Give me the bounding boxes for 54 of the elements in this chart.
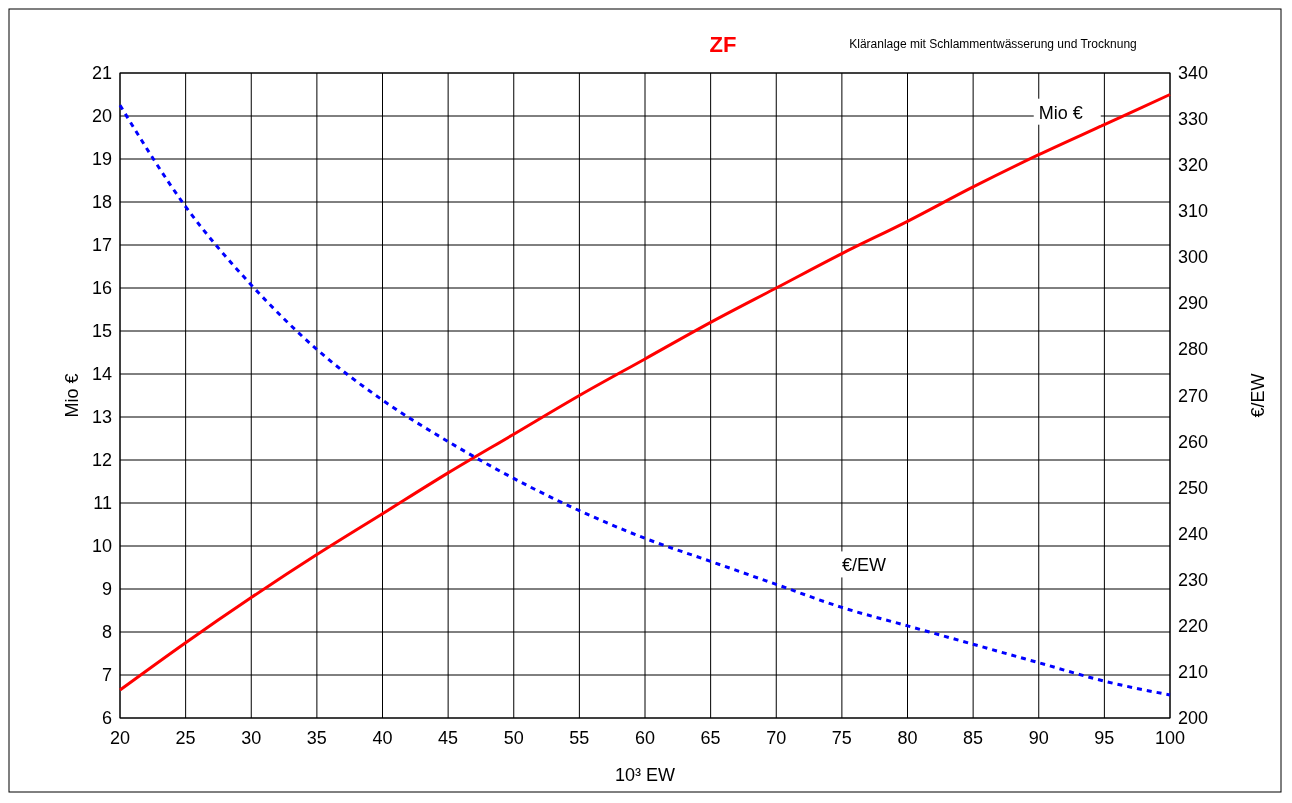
y2-tick-label: 340 <box>1178 63 1209 83</box>
y2-tick-label: 250 <box>1178 477 1209 498</box>
y2-tick-label: 330 <box>1178 109 1209 130</box>
y-tick-label: 15 <box>91 321 112 341</box>
chart-title: ZF <box>709 32 737 57</box>
y2-tick-label: 230 <box>1178 569 1209 590</box>
y-axis-title: Mio € <box>62 373 82 418</box>
y2-tick-label: 210 <box>1178 661 1209 682</box>
y-tick-label: 11 <box>93 493 112 513</box>
x-tick-label: 100 <box>1154 728 1186 748</box>
y2-tick-label: 200 <box>1178 708 1209 728</box>
x-tick-label: 30 <box>241 728 262 748</box>
y-tick-label: 19 <box>91 149 112 169</box>
x-axis-title: 10³ EW <box>614 765 676 785</box>
y2-tick-label: 310 <box>1178 201 1209 222</box>
y-tick-label: 18 <box>91 192 112 212</box>
x-tick-label: 25 <box>175 728 196 748</box>
y-tick-label: 17 <box>91 235 112 255</box>
y-tick-label: 14 <box>91 364 112 384</box>
x-tick-label: 45 <box>438 728 459 748</box>
y2-axis-title: €/EW <box>1248 373 1268 418</box>
y2-tick-label: 220 <box>1178 615 1209 636</box>
x-tick-label: 80 <box>897 728 918 748</box>
x-tick-label: 40 <box>372 728 393 748</box>
x-tick-label: 60 <box>634 728 656 748</box>
y-tick-label: 20 <box>91 106 112 126</box>
y2-tick-label: 290 <box>1178 293 1209 314</box>
chart-subtitle: Kläranlage mit Schlammentwässerung und Trocknung <box>849 37 1137 51</box>
x-tick-label: 55 <box>569 728 590 748</box>
y-tick-label: 9 <box>101 579 112 599</box>
y2-tick-label: 260 <box>1178 431 1209 452</box>
y-tick-label: 12 <box>91 450 112 470</box>
y-tick-label: 6 <box>101 708 112 728</box>
y2-tick-label: 280 <box>1178 339 1209 360</box>
y2-tick-label: 270 <box>1178 385 1209 406</box>
series-label: €/EW <box>841 555 886 576</box>
y-tick-label: 21 <box>91 63 112 83</box>
x-tick-label: 95 <box>1094 728 1115 748</box>
x-tick-label: 35 <box>306 728 327 748</box>
y-tick-label: 8 <box>101 622 112 642</box>
x-tick-label: 75 <box>831 728 852 748</box>
x-tick-label: 70 <box>766 728 787 748</box>
y2-tick-label: 320 <box>1178 155 1209 176</box>
y-tick-label: 13 <box>91 407 112 427</box>
series-label: Mio € <box>1038 102 1083 123</box>
y-tick-label: 7 <box>101 665 112 685</box>
y2-tick-label: 300 <box>1178 247 1209 268</box>
x-tick-label: 85 <box>963 728 984 748</box>
x-tick-label: 50 <box>503 728 524 748</box>
x-tick-label: 90 <box>1028 728 1049 748</box>
x-tick-label: 65 <box>700 728 721 748</box>
y-tick-label: 16 <box>91 278 112 298</box>
y-tick-label: 10 <box>91 536 112 556</box>
y2-tick-label: 240 <box>1178 523 1209 544</box>
